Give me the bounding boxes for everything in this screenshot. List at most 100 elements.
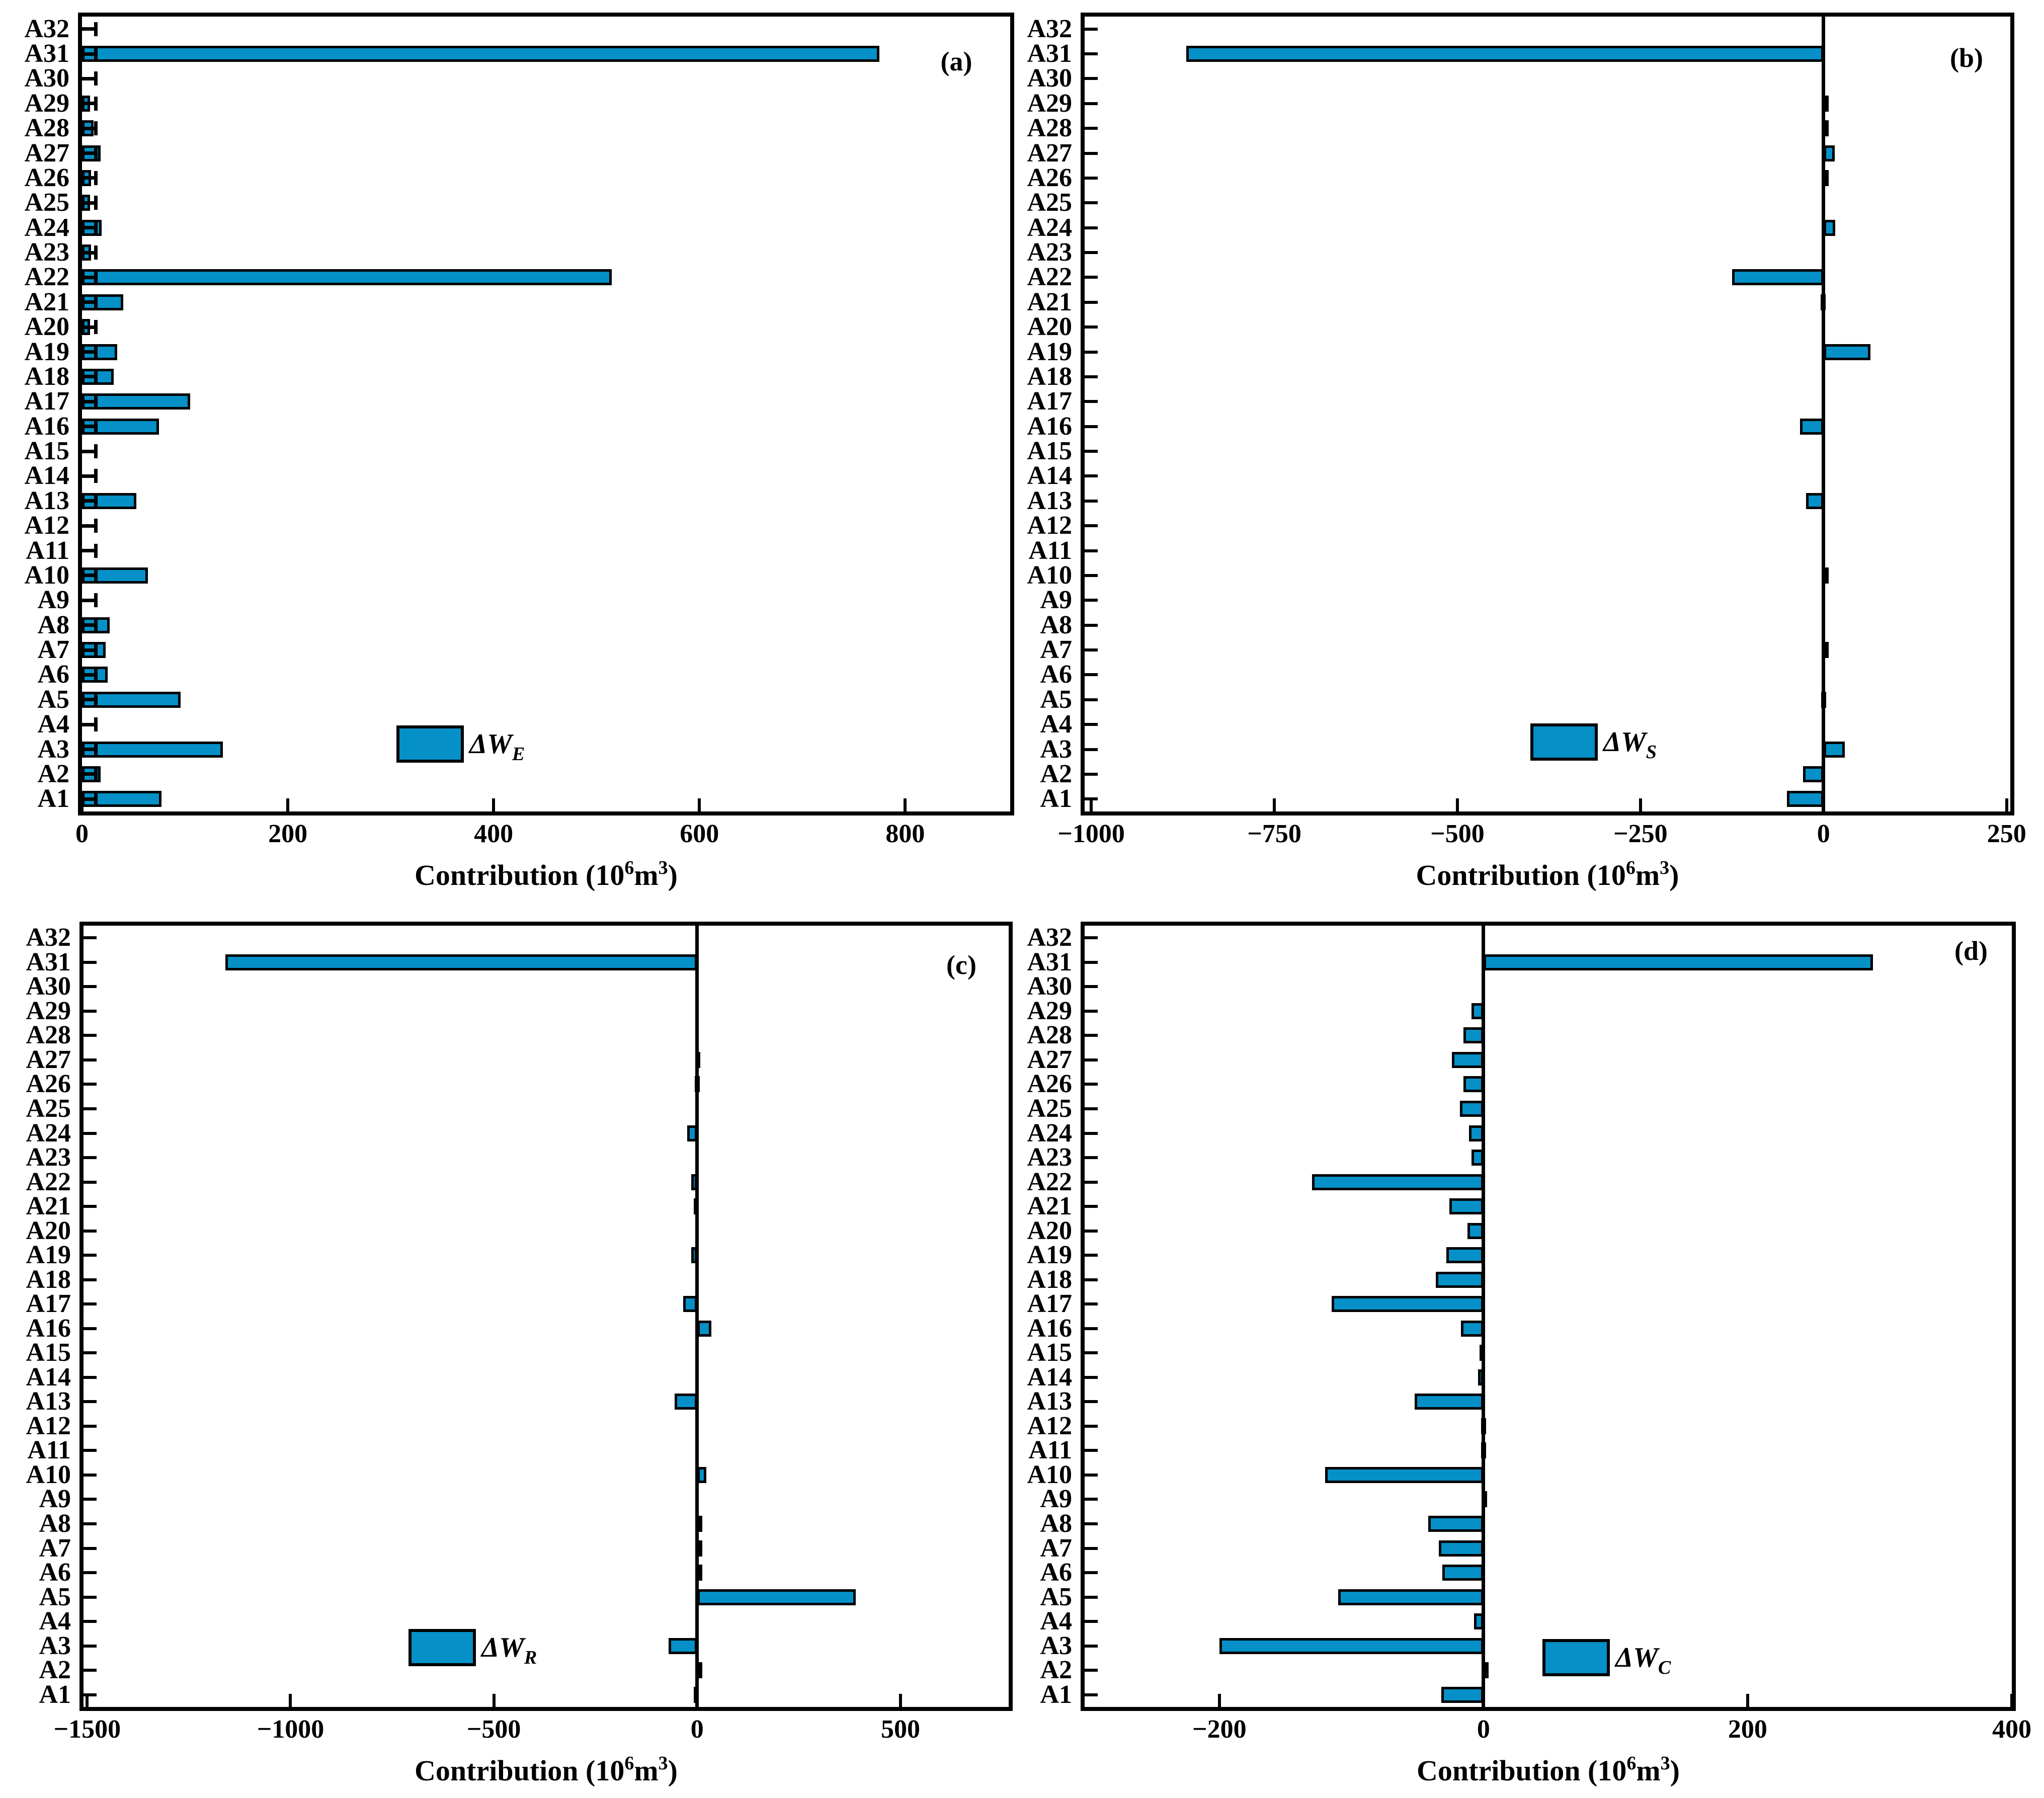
y-tick-label-a15: A15 [1027,1338,1072,1367]
bar-a14 [1478,1369,1484,1385]
bar-a18 [1436,1271,1484,1288]
y-tick-label-a27: A27 [1027,1045,1072,1074]
y-tick-label-a25: A25 [24,188,69,217]
y-tick-mark [1085,1327,1098,1330]
error-whisker-line [82,102,96,106]
y-tick-label-a20: A20 [24,312,69,342]
x-tick-label: 250 [1987,820,2026,848]
y-tick-label-a29: A29 [1027,996,1072,1025]
error-whisker-cap [94,494,98,508]
y-tick-mark [1085,698,1098,701]
y-tick-mark [1085,1669,1098,1672]
y-tick-label-a7: A7 [1040,635,1072,665]
y-tick-label-a29: A29 [24,89,69,118]
y-tick-label-a11: A11 [26,536,69,565]
bar-a17 [683,1296,697,1313]
axis-title-close-paren: ) [668,1754,678,1787]
error-whisker-line [82,375,96,379]
axis-title-unit-m: m [634,859,659,891]
panel-letter: (a) [940,46,972,76]
error-whisker-line [82,126,96,130]
bar-a13 [1806,493,1824,509]
bar-a5 [1338,1589,1484,1605]
error-whisker-line [82,648,96,652]
error-whisker-cap [94,246,98,260]
y-tick-label-a8: A8 [1040,1509,1072,1538]
y-tick-label-a15: A15 [1027,437,1072,466]
y-tick-label-a9: A9 [39,1485,71,1514]
y-tick-label-a4: A4 [37,710,69,739]
y-tick-mark [1085,1424,1098,1428]
y-tick-label-a32: A32 [24,14,69,43]
axis-title-close-paren: ) [668,859,678,891]
bar-a19 [1823,344,1870,360]
bar-a5 [1821,691,1827,708]
y-tick-label-a11: A11 [1028,536,1072,565]
bar-a31 [1186,46,1824,62]
bar-a17 [82,393,190,410]
y-tick-label-a10: A10 [1027,1460,1072,1489]
x-tick-mark [898,1694,902,1707]
y-tick-mark [1085,549,1098,552]
y-tick-mark [1085,1180,1098,1184]
bar-a3 [669,1638,697,1654]
bar-a21 [694,1198,699,1215]
bar-a5 [82,691,181,708]
bar-a28 [1823,120,1829,137]
y-tick-mark [1085,276,1098,279]
y-tick-mark [84,1400,97,1404]
y-tick-mark [1085,960,1098,964]
error-whisker-cap [94,171,98,185]
x-tick-label: 0 [1817,820,1830,848]
axis-title-superscript-6: 6 [624,1753,634,1774]
error-whisker-cap [94,96,98,111]
y-tick-label-a26: A26 [1027,163,1072,192]
bar-a16 [1800,418,1824,435]
y-tick-label-a12: A12 [26,1411,71,1440]
error-whisker-cap [94,643,98,658]
y-tick-label-a14: A14 [26,1362,71,1392]
error-whisker-cap [94,121,98,136]
y-tick-label-a7: A7 [39,1533,71,1563]
y-tick-label-a12: A12 [1027,1411,1072,1440]
x-tick-mark [1639,798,1642,811]
bar-a19 [82,344,117,360]
x-tick-mark [1455,798,1459,811]
legend-series-subscript: C [1658,1657,1671,1678]
y-tick-label-a21: A21 [1027,287,1072,316]
y-tick-label-a23: A23 [1027,238,1072,267]
y-tick-mark [1085,723,1098,726]
y-tick-label-a2: A2 [37,759,69,788]
error-whisker-line [82,449,96,453]
bar-a29 [1823,95,1829,112]
error-whisker-line [82,673,96,677]
error-whisker-cap [94,668,98,682]
y-tick-label-a3: A3 [1040,734,1072,764]
y-tick-label-a18: A18 [24,362,69,391]
y-tick-label-a32: A32 [26,923,71,952]
axis-title-superscript-3: 3 [658,857,668,878]
y-tick-mark [84,1644,97,1648]
x-tick-label: 0 [1477,1715,1490,1744]
axis-title-superscript-3: 3 [1660,1753,1670,1774]
y-tick-label-a31: A31 [26,947,71,976]
x-tick-label: −1000 [257,1715,324,1744]
x-axis-title: Contribution (106m3) [1085,857,2010,892]
bar-a26 [1823,170,1829,186]
y-tick-label-a19: A19 [1027,337,1072,366]
y-tick-mark [1085,27,1098,31]
y-tick-label-a30: A30 [1027,972,1072,1001]
plot-area-b [1081,13,2014,815]
y-tick-mark [84,1620,97,1623]
y-tick-mark [84,1449,97,1452]
x-tick-mark [1746,1694,1749,1707]
y-tick-mark [1085,474,1098,478]
x-tick-label: 200 [1728,1715,1767,1744]
x-axis-title: Contribution (106m3) [1085,1753,2012,1787]
y-tick-label-a24: A24 [24,213,69,242]
y-tick-label-a27: A27 [26,1045,71,1074]
y-tick-label-a17: A17 [1027,387,1072,416]
bar-a16 [697,1320,712,1337]
y-tick-label-a24: A24 [1027,1118,1072,1148]
